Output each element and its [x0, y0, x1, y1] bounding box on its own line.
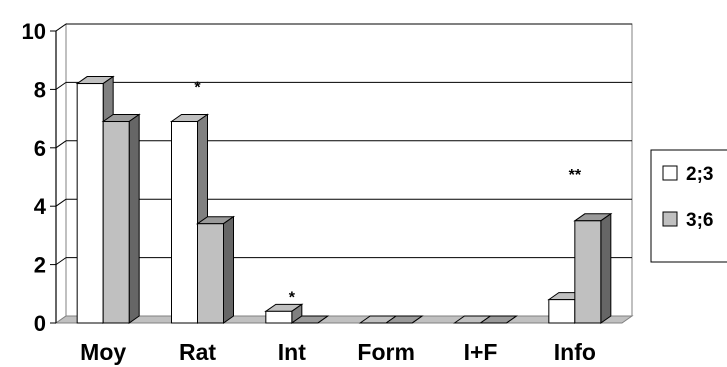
floor [54, 315, 634, 324]
legend-swatch [662, 211, 678, 227]
significance-marker: * [194, 79, 201, 96]
legend-label: 3;6 [686, 210, 713, 231]
legend: 2;3 3;6 [650, 149, 727, 263]
significance-marker: * [289, 290, 296, 307]
gridline-side [55, 198, 67, 207]
y-tick-label: 6 [34, 136, 46, 161]
y-tick-label: 2 [34, 253, 46, 278]
bar-Info-3-6 [573, 212, 613, 324]
side-wall [55, 23, 67, 324]
bar-Int-3-6 [290, 315, 330, 324]
bar-Moy-3-6 [101, 113, 141, 324]
y-tick-label: 4 [34, 194, 47, 219]
x-category-label: Rat [179, 339, 216, 365]
x-category-label: Form [357, 339, 415, 365]
x-category-label: Info [554, 339, 596, 365]
legend-label: 2;3 [686, 164, 713, 185]
gridline-side [55, 257, 67, 266]
significance-annotations: **** [194, 79, 581, 306]
x-category-label: Int [278, 339, 306, 365]
x-axis-category-labels: Moy Rat Int Form I+F Info [80, 339, 596, 365]
bar-Form-3-6 [384, 315, 424, 324]
significance-marker: ** [569, 167, 582, 184]
bar-I+F-3-6 [478, 315, 519, 324]
gridline-side [55, 81, 67, 90]
y-axis-tick-labels: 0 2 4 6 8 10 [22, 19, 47, 336]
plot-area [50, 23, 634, 324]
gridline-side [55, 23, 67, 32]
bar-Rat-3-6 [195, 215, 236, 324]
x-category-label: I+F [464, 339, 498, 365]
back-wall [65, 23, 633, 317]
y-tick-label: 10 [22, 19, 46, 44]
gridline-side [55, 140, 67, 149]
y-tick-label: 8 [34, 77, 46, 102]
y-tick-label: 0 [34, 311, 46, 336]
x-category-label: Moy [80, 339, 126, 365]
legend-swatch [662, 165, 678, 181]
